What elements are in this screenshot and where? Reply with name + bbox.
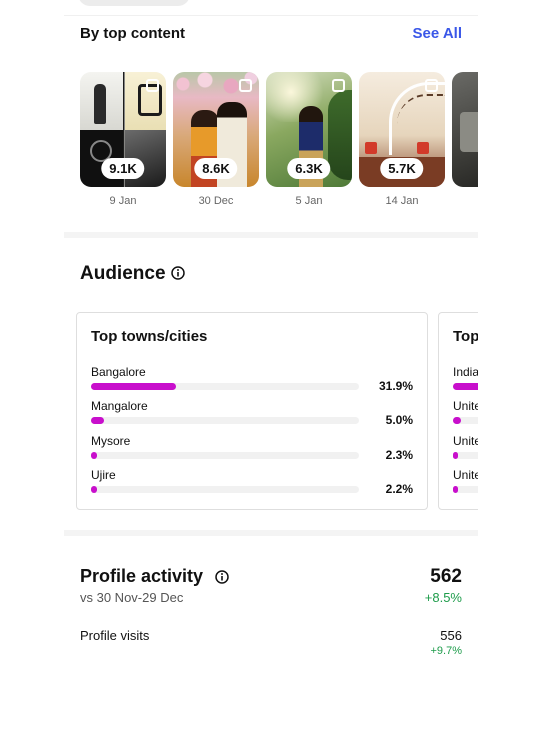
profile-visits-change: +9.7% bbox=[430, 645, 463, 657]
percentage-bar-fill bbox=[453, 383, 478, 390]
view-count: 5.7K bbox=[380, 158, 424, 179]
post-image[interactable]: 9.1K bbox=[80, 72, 166, 187]
city-name: Ujire bbox=[91, 468, 116, 482]
city-percentage: 31.9% bbox=[378, 379, 413, 393]
profile-visits-label[interactable]: Profile visits bbox=[80, 628, 150, 643]
percentage-bar-fill bbox=[453, 452, 459, 459]
post-date: 14 Jan bbox=[385, 195, 419, 207]
percentage-bar-fill bbox=[91, 486, 97, 493]
post-image[interactable]: 8.6K bbox=[173, 72, 259, 187]
top-content-carousel[interactable]: 9.1K 9 Jan 8.6K 30 Dec 6.3K 5 Jan bbox=[80, 72, 478, 212]
percentage-bar-fill bbox=[91, 417, 105, 424]
post-image[interactable]: 5.7K bbox=[359, 72, 445, 187]
view-count: 6.3K bbox=[287, 158, 331, 179]
content-thumbnail[interactable] bbox=[452, 72, 478, 187]
card-title: Top towns/cities bbox=[91, 328, 208, 345]
percentage-bar-track bbox=[453, 486, 478, 493]
percentage-bar-track bbox=[91, 452, 359, 459]
post-date: 5 Jan bbox=[295, 195, 323, 207]
section-separator bbox=[64, 530, 478, 536]
city-name: Mysore bbox=[91, 434, 131, 448]
country-name: Unite bbox=[453, 468, 478, 482]
city-name: Mangalore bbox=[91, 399, 148, 413]
top-content-title: By top content bbox=[80, 25, 185, 42]
content-thumbnail[interactable]: 6.3K 5 Jan bbox=[266, 72, 352, 207]
card-title: Top bbox=[453, 328, 478, 345]
top-towns-card[interactable]: Top towns/cities Bangalore 31.9% Mangalo… bbox=[76, 312, 428, 510]
top-filter-pill[interactable] bbox=[78, 0, 190, 6]
city-percentage: 2.2% bbox=[385, 482, 413, 496]
carousel-icon bbox=[425, 79, 438, 92]
carousel-icon bbox=[146, 79, 159, 92]
info-icon[interactable] bbox=[215, 570, 229, 584]
city-name: Bangalore bbox=[91, 365, 146, 379]
percentage-bar-track bbox=[91, 486, 359, 493]
percentage-bar-track bbox=[91, 417, 359, 424]
post-date: 30 Dec bbox=[198, 195, 234, 207]
city-row: Mysore 2.3% bbox=[91, 434, 413, 464]
top-countries-card[interactable]: Top India Unite Unite Unite bbox=[438, 312, 478, 510]
view-count: 9.1K bbox=[101, 158, 145, 179]
content-thumbnail[interactable]: 8.6K 30 Dec bbox=[173, 72, 259, 207]
divider bbox=[64, 15, 478, 16]
country-name: Unite bbox=[453, 434, 478, 448]
city-percentage: 5.0% bbox=[385, 413, 413, 427]
profile-visits-value: 556 bbox=[440, 628, 462, 643]
country-row: Unite bbox=[453, 434, 478, 464]
city-row: Mangalore 5.0% bbox=[91, 399, 413, 429]
percentage-bar-track bbox=[453, 383, 478, 390]
country-name: India bbox=[453, 365, 478, 379]
city-percentage: 2.3% bbox=[385, 448, 413, 462]
percentage-bar-track bbox=[453, 417, 478, 424]
city-row: Bangalore 31.9% bbox=[91, 365, 413, 395]
percentage-bar-fill bbox=[91, 383, 177, 390]
post-date: 9 Jan bbox=[109, 195, 137, 207]
percentage-bar-fill bbox=[91, 452, 98, 459]
profile-activity-title: Profile activity bbox=[80, 566, 204, 586]
profile-activity-value: 562 bbox=[430, 566, 462, 587]
percentage-bar-track bbox=[453, 452, 478, 459]
carousel-icon bbox=[239, 79, 252, 92]
country-row: Unite bbox=[453, 399, 478, 429]
percentage-bar-track bbox=[91, 383, 359, 390]
country-row: Unite bbox=[453, 468, 478, 498]
info-icon[interactable] bbox=[171, 266, 185, 280]
see-all-link[interactable]: See All bbox=[412, 25, 462, 42]
post-image[interactable]: 6.3K bbox=[266, 72, 352, 187]
post-image[interactable] bbox=[452, 72, 478, 187]
content-thumbnail[interactable]: 9.1K 9 Jan bbox=[80, 72, 166, 207]
view-count: 8.6K bbox=[194, 158, 238, 179]
carousel-icon bbox=[332, 79, 345, 92]
comparison-period: vs 30 Nov-29 Dec bbox=[80, 590, 184, 605]
percentage-bar-fill bbox=[453, 486, 458, 493]
profile-activity-change: +8.5% bbox=[424, 590, 462, 605]
audience-title: Audience bbox=[80, 263, 166, 284]
country-row: India bbox=[453, 365, 478, 395]
country-name: Unite bbox=[453, 399, 478, 413]
city-row: Ujire 2.2% bbox=[91, 468, 413, 498]
content-thumbnail[interactable]: 5.7K 14 Jan bbox=[359, 72, 445, 207]
section-separator bbox=[64, 232, 478, 238]
percentage-bar-fill bbox=[453, 417, 462, 424]
insights-screen: By top content See All 9.1K 9 Jan 8.6K 3… bbox=[64, 0, 478, 665]
audience-cards-carousel[interactable]: Top towns/cities Bangalore 31.9% Mangalo… bbox=[76, 312, 478, 510]
